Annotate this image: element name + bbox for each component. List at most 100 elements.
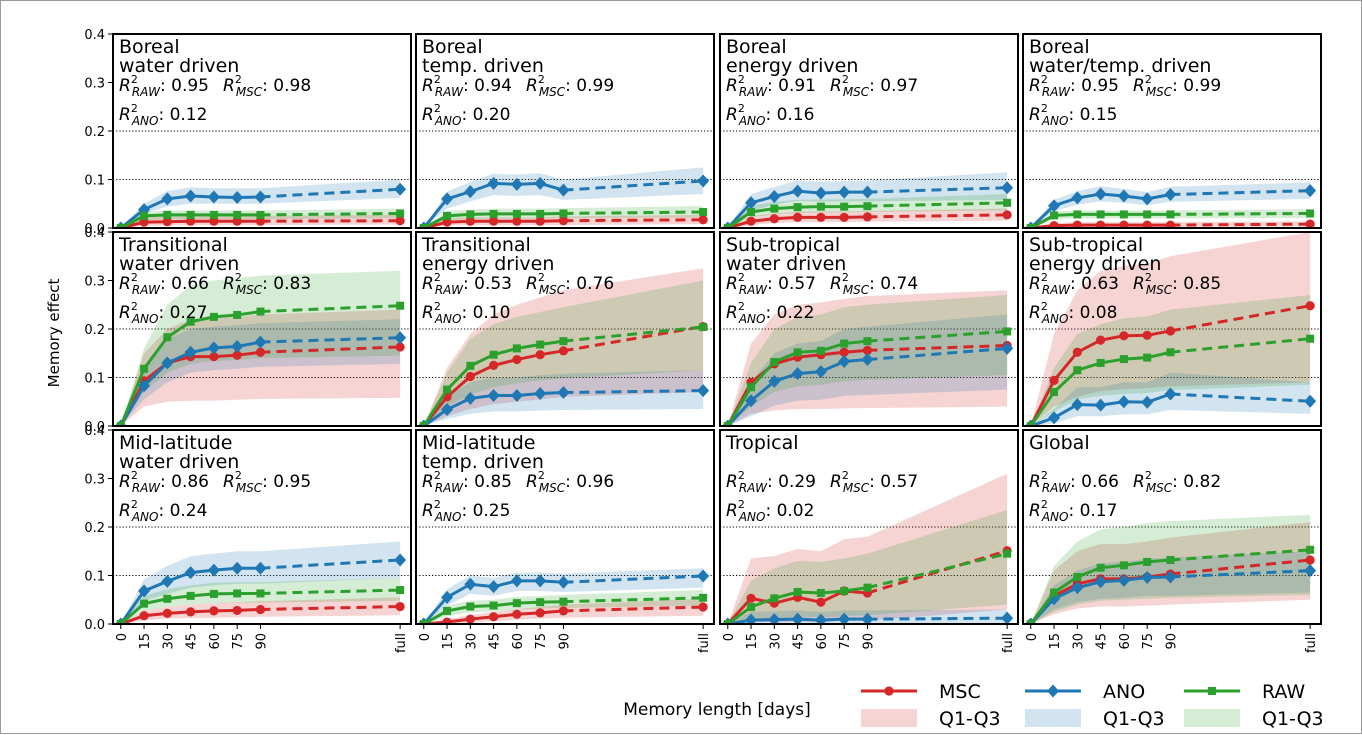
data-point-msc bbox=[536, 217, 545, 226]
data-point-raw bbox=[513, 344, 521, 352]
series-dashed-ano bbox=[563, 391, 703, 393]
data-point-raw bbox=[187, 211, 195, 219]
legend-label: ANO bbox=[1103, 681, 1145, 703]
x-tick-label: 75 bbox=[838, 633, 853, 650]
y-tick-label: 0.2 bbox=[84, 323, 105, 338]
x-tick-label: 0 bbox=[115, 633, 130, 641]
series-dashed-raw bbox=[563, 212, 703, 213]
data-point-raw bbox=[163, 211, 171, 219]
data-point-raw bbox=[1166, 556, 1174, 564]
data-point-msc bbox=[466, 615, 475, 624]
panel-title: Global bbox=[1029, 432, 1090, 454]
data-point-raw bbox=[466, 603, 474, 611]
data-point-raw bbox=[1003, 327, 1011, 335]
data-point-raw bbox=[443, 607, 451, 615]
data-point-msc bbox=[1143, 331, 1152, 340]
data-point-msc bbox=[746, 594, 755, 603]
legend-label: Q1-Q3 bbox=[1262, 708, 1324, 730]
y-tick-label: 0.2 bbox=[84, 521, 105, 536]
panel-title: energy driven bbox=[422, 253, 554, 275]
data-point-msc bbox=[489, 361, 498, 370]
y-tick-label: 0.4 bbox=[84, 424, 105, 439]
x-tick-label: 15 bbox=[441, 633, 456, 650]
data-point-msc bbox=[466, 372, 475, 381]
legend-label: Q1-Q3 bbox=[1103, 708, 1165, 730]
data-point-raw bbox=[233, 589, 241, 597]
data-point-msc bbox=[699, 602, 708, 611]
data-point-msc bbox=[536, 608, 545, 617]
data-point-raw bbox=[794, 588, 802, 596]
x-tick-label: 90 bbox=[861, 633, 876, 650]
legend-label: RAW bbox=[1262, 681, 1305, 703]
data-point-raw bbox=[490, 351, 498, 359]
y-axis-label: Memory effect bbox=[45, 279, 63, 388]
data-point-raw bbox=[1097, 210, 1105, 218]
y-tick-label: 0.4 bbox=[84, 226, 105, 241]
data-point-raw bbox=[233, 211, 241, 219]
y-tick-label: 0.4 bbox=[84, 28, 105, 43]
data-point-raw bbox=[536, 210, 544, 218]
x-tick-label: full bbox=[1304, 633, 1319, 653]
data-point-raw bbox=[1073, 573, 1081, 581]
data-point-raw bbox=[770, 205, 778, 213]
x-tick-label: 0 bbox=[1025, 633, 1040, 641]
data-point-raw bbox=[210, 313, 218, 321]
x-tick-label: 60 bbox=[815, 633, 830, 650]
data-point-raw bbox=[256, 589, 264, 597]
data-point-msc bbox=[396, 602, 405, 611]
data-point-msc bbox=[1049, 376, 1058, 385]
data-point-msc bbox=[840, 213, 849, 222]
x-tick-label: 0 bbox=[418, 633, 433, 641]
data-point-msc bbox=[559, 606, 568, 615]
data-point-raw bbox=[140, 212, 148, 220]
data-point-raw bbox=[699, 323, 707, 331]
data-point-raw bbox=[466, 362, 474, 370]
data-point-raw bbox=[817, 347, 825, 355]
data-point-raw bbox=[1143, 558, 1151, 566]
y-tick-label: 0.3 bbox=[84, 473, 105, 488]
y-tick-label: 0.1 bbox=[84, 174, 105, 189]
data-point-msc bbox=[256, 348, 265, 357]
x-tick-label: 30 bbox=[768, 633, 783, 650]
data-point-msc bbox=[793, 213, 802, 222]
data-point-msc bbox=[699, 215, 708, 224]
panel-plot-area bbox=[113, 527, 411, 631]
panel-plot-area bbox=[720, 474, 1018, 631]
data-point-msc bbox=[863, 212, 872, 221]
legend-band-swatch bbox=[861, 709, 917, 727]
data-point-msc bbox=[559, 346, 568, 355]
panel-title: energy driven bbox=[1029, 253, 1161, 275]
x-tick-label: 60 bbox=[208, 633, 223, 650]
data-point-msc bbox=[746, 217, 755, 226]
data-point-msc bbox=[559, 216, 568, 225]
panel-plot-area bbox=[113, 131, 411, 235]
data-point-raw bbox=[1050, 211, 1058, 219]
data-point-raw bbox=[396, 302, 404, 310]
data-point-raw bbox=[396, 586, 404, 594]
data-point-raw bbox=[863, 202, 871, 210]
data-point-raw bbox=[840, 587, 848, 595]
data-point-raw bbox=[140, 600, 148, 608]
panel-title: Tropical bbox=[725, 432, 799, 454]
data-point-raw bbox=[1003, 550, 1011, 558]
data-point-msc bbox=[256, 605, 265, 614]
data-point-raw bbox=[233, 311, 241, 319]
